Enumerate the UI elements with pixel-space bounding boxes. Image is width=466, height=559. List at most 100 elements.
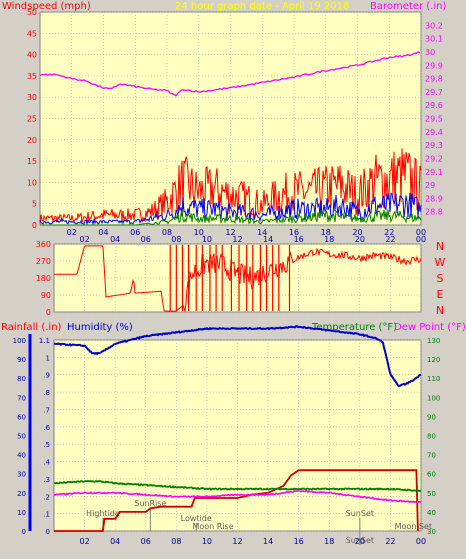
wind-low-series (40, 208, 422, 226)
temperature-tick-label: 50 (427, 490, 436, 498)
wind-direction-series (54, 244, 422, 312)
direction-tick-label: 360 (36, 240, 51, 249)
wind-direction-series (54, 245, 422, 312)
windspeed-tick-label: 25 (27, 115, 37, 124)
graph-date-title: 24 hour graph date - April 19 2018 (175, 1, 349, 12)
barometer-tick-label: 30.2 (425, 21, 443, 30)
x-tick-label: 10 (202, 235, 212, 244)
direction-tick-label: 90 (41, 291, 51, 300)
temperature-tick-label: 40 (427, 509, 436, 517)
x-tick-label: 20 (352, 228, 362, 237)
humidity-tick-label: 100 (13, 337, 26, 345)
humidity-tick-label: 0 (22, 528, 26, 536)
annotation-label: Lowtide (181, 514, 212, 523)
annotation-label: Moon Rise (192, 522, 233, 531)
rainfall-tick-label: 1.1 (39, 337, 50, 345)
humidity-tick-label: 70 (17, 394, 26, 402)
barometer-tick-label: 29.3 (425, 141, 443, 150)
windspeed-tick-label: 10 (27, 178, 37, 187)
x-tick-label: 00 (416, 235, 426, 244)
barometer-tick-label: 29 (425, 181, 435, 190)
barometer-series (39, 51, 421, 97)
rainfall-tick-label: 1 (46, 354, 50, 362)
temperature-tick-label: 80 (427, 433, 436, 441)
rainfall-tick-label: .2 (43, 493, 50, 501)
x-tick-label: 22 (385, 235, 395, 244)
x-tick-label: 08 (171, 235, 181, 244)
x-tick-label: 20 (355, 537, 365, 546)
barometer-tick-label: 29.2 (425, 154, 443, 163)
x-tick-label: 10 (202, 537, 212, 546)
x-tick-label: 14 (263, 235, 273, 244)
barometer-tick-label: 29.6 (425, 101, 443, 110)
rainfall-tick-label: .8 (43, 389, 50, 397)
rainfall-tick-label: .1 (43, 511, 50, 519)
x-tick-label: 02 (79, 235, 89, 244)
windspeed-tick-label: 40 (27, 51, 37, 60)
temperature-tick-label: 130 (427, 337, 440, 345)
x-tick-label: 08 (171, 537, 181, 546)
barometer-tick-label: 28.9 (425, 194, 443, 203)
rain-humidity-grid (54, 339, 422, 532)
humidity-tick-label: 30 (17, 471, 26, 479)
barometer-tick-label: 29.7 (425, 88, 443, 97)
x-tick-label: 02 (67, 228, 77, 237)
compass-letter: N (436, 304, 444, 317)
barometer-tick-label: 29.1 (425, 168, 443, 177)
rainfall-tick-label: .9 (43, 372, 50, 380)
barometer-tick-label: 30 (425, 48, 435, 57)
temperature-tick-label: 70 (427, 452, 436, 460)
dewpoint-series (54, 489, 422, 504)
windspeed-axis-title: Windspeed (mph) (2, 1, 91, 12)
compass-letter: S (437, 272, 444, 285)
x-tick-label: 08 (162, 228, 172, 237)
x-tick-label: 18 (324, 235, 334, 244)
temperature-series (53, 479, 422, 492)
annotation-label: Moon Set (395, 522, 432, 531)
windspeed-tick-label: 45 (27, 29, 37, 38)
humidity-tick-label: 10 (17, 509, 26, 517)
x-tick-label: 22 (384, 228, 394, 237)
rain-humidity-series (53, 325, 422, 532)
temperature-tick-label: 90 (427, 413, 436, 421)
windspeed-tick-label: 15 (27, 157, 37, 166)
rainfall-tick-label: .4 (43, 459, 50, 467)
x-tick-label: 04 (110, 537, 120, 546)
barometer-tick-label: 30.1 (425, 35, 443, 44)
rainfall-tick-label: .3 (43, 476, 50, 484)
wind-gust-series (39, 148, 422, 224)
windspeed-tick-label: 20 (27, 136, 37, 145)
x-tick-label: 14 (257, 228, 267, 237)
humidity-tick-label: 50 (17, 433, 26, 441)
barometer-tick-label: 29.8 (425, 75, 443, 84)
compass-letter: N (436, 240, 444, 253)
windspeed-tick-label: 50 (27, 8, 37, 17)
temperature-tick-label: 100 (427, 394, 440, 402)
x-tick-label: 12 (232, 537, 242, 546)
x-tick-label: 16 (294, 235, 304, 244)
humidity-series (53, 325, 422, 388)
x-tick-label: 10 (194, 228, 204, 237)
x-tick-label: 16 (294, 537, 304, 546)
rain-humidity-axes: 02 04 06 08 10 12 14 16 18 20 22 000.1.2.3.4.5.6.7.… (13, 334, 440, 546)
rainfall-tick-label: .7 (43, 406, 50, 414)
x-tick-label: 22 (385, 537, 395, 546)
direction-tick-label: 0 (46, 308, 51, 317)
x-tick-label: 00 (416, 228, 426, 237)
humidity-tick-label: 60 (17, 413, 26, 421)
temperature-tick-label: 60 (427, 471, 436, 479)
temperature-tick-label: 110 (427, 375, 440, 383)
temperature-tick-label: 30 (427, 528, 436, 536)
x-tick-label: 04 (98, 228, 108, 237)
humidity-tick-label: 20 (17, 490, 26, 498)
humidity-tick-label: 80 (17, 375, 26, 383)
compass-letter: E (437, 288, 444, 301)
rainfall-series (54, 469, 419, 532)
x-tick-label: 20 (355, 235, 365, 244)
x-tick-label: 06 (141, 537, 151, 546)
x-tick-label: 00 (416, 537, 426, 546)
